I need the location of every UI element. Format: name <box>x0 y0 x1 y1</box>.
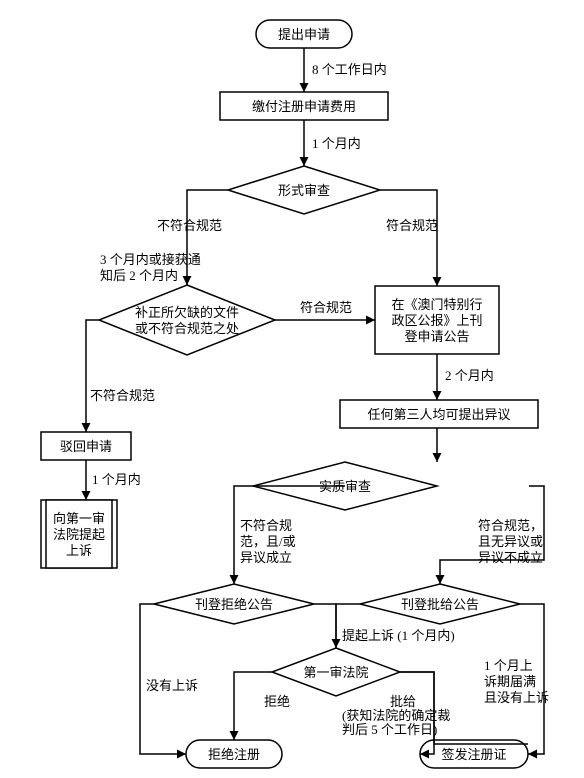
svg-text:签发注册证: 签发注册证 <box>441 747 506 762</box>
svg-text:拒绝: 拒绝 <box>264 694 290 709</box>
svg-text:缴付注册申请费用: 缴付注册申请费用 <box>252 99 356 114</box>
svg-text:批给: 批给 <box>390 694 416 709</box>
svg-text:上诉: 上诉 <box>66 543 92 558</box>
svg-text:1 个月上: 1 个月上 <box>484 658 533 673</box>
svg-text:符合规范，: 符合规范， <box>478 518 543 533</box>
svg-text:符合规范: 符合规范 <box>386 218 438 233</box>
svg-text:8 个工作日内: 8 个工作日内 <box>312 62 387 77</box>
svg-text:任何第三人均可提出异议: 任何第三人均可提出异议 <box>367 407 510 422</box>
svg-text:补正所欠缺的文件: 补正所欠缺的文件 <box>135 305 239 320</box>
svg-text:法院提起: 法院提起 <box>53 527 105 542</box>
svg-text:形式审查: 形式审查 <box>278 183 330 198</box>
svg-text:驳回申请: 驳回申请 <box>60 439 112 454</box>
svg-text:提起上诉 (1 个月内): 提起上诉 (1 个月内) <box>342 628 455 643</box>
svg-text:且没有上诉: 且没有上诉 <box>484 690 549 705</box>
svg-text:提出申请: 提出申请 <box>278 27 330 42</box>
svg-text:拒绝注册: 拒绝注册 <box>208 747 260 762</box>
svg-text:登申请公告: 登申请公告 <box>404 329 469 344</box>
svg-text:异议不成立: 异议不成立 <box>478 550 543 565</box>
svg-text:1 个月内: 1 个月内 <box>92 472 141 487</box>
svg-text:异议成立: 异议成立 <box>240 550 292 565</box>
svg-text:第一审法院: 第一审法院 <box>303 665 368 680</box>
svg-text:政区公报》上刊: 政区公报》上刊 <box>391 313 482 328</box>
svg-text:2 个月内: 2 个月内 <box>445 368 494 383</box>
svg-text:不符合规范: 不符合规范 <box>90 388 155 403</box>
svg-text:知后 2 个月内: 知后 2 个月内 <box>100 268 178 283</box>
svg-text:1 个月内: 1 个月内 <box>312 136 361 151</box>
svg-text:或不符合规范之处: 或不符合规范之处 <box>135 321 239 336</box>
svg-text:且无异议或: 且无异议或 <box>478 534 543 549</box>
svg-text:向第一审: 向第一审 <box>53 511 105 526</box>
svg-text:(获知法院的确定裁: (获知法院的确定裁 <box>342 708 450 723</box>
svg-text:刊登批给公告: 刊登批给公告 <box>401 597 479 612</box>
svg-text:没有上诉: 没有上诉 <box>146 678 198 693</box>
svg-text:诉期届满: 诉期届满 <box>484 674 536 689</box>
svg-text:在《澳门特别行: 在《澳门特别行 <box>391 297 482 312</box>
svg-text:不符合规范: 不符合规范 <box>157 218 222 233</box>
node-correct <box>99 285 275 355</box>
svg-text:不符合规: 不符合规 <box>240 518 292 533</box>
svg-text:判后 5 个工作日): 判后 5 个工作日) <box>342 722 437 737</box>
svg-text:3 个月内或接获通: 3 个月内或接获通 <box>100 252 201 267</box>
svg-text:符合规范: 符合规范 <box>300 300 352 315</box>
svg-text:刊登拒绝公告: 刊登拒绝公告 <box>195 597 273 612</box>
svg-text:范，且/或: 范，且/或 <box>240 534 296 549</box>
